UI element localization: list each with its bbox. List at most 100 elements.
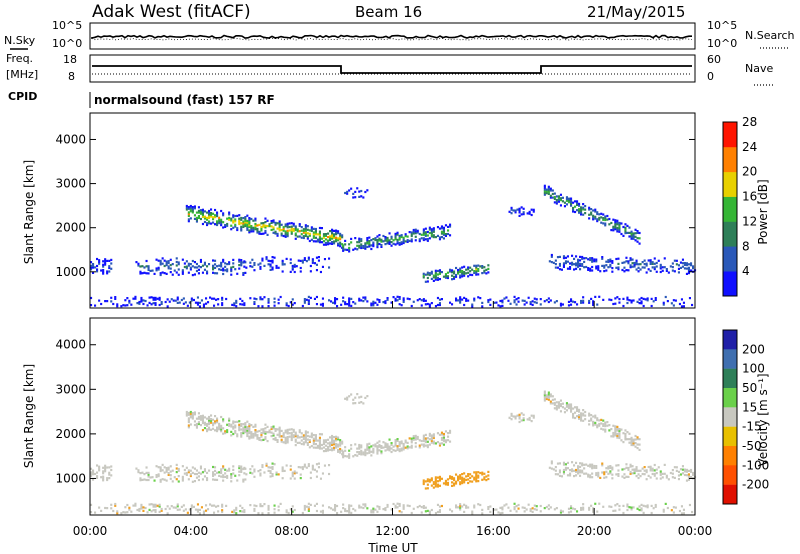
velocity-cell	[617, 469, 620, 472]
power-cell	[649, 269, 652, 272]
velocity-cell	[649, 469, 652, 472]
power-cell	[574, 301, 577, 304]
velocity-cell	[177, 467, 180, 471]
power-cell	[447, 225, 450, 228]
velocity-cell	[300, 442, 303, 446]
power-cell	[197, 211, 200, 214]
velocity-cell	[573, 464, 576, 467]
power-cell	[616, 296, 619, 299]
velocity-cell	[432, 486, 435, 489]
power-cell	[312, 231, 315, 234]
power-cell	[663, 266, 666, 269]
power-cell	[221, 298, 224, 301]
velocity-cell	[547, 391, 550, 394]
power-cell	[294, 225, 297, 228]
power-cell	[242, 224, 245, 227]
power-cell	[187, 264, 190, 267]
colorbar-swatch	[723, 368, 737, 389]
power-data-layer	[90, 184, 697, 308]
velocity-cell	[457, 475, 460, 478]
velocity-cell	[615, 464, 618, 467]
velocity-cell	[209, 503, 212, 506]
velocity-cell	[396, 439, 399, 442]
velocity-cell	[442, 443, 445, 446]
power-cell	[622, 304, 625, 308]
power-cell	[584, 208, 587, 211]
power-cell	[102, 265, 105, 268]
power-cell	[592, 303, 595, 306]
power-cell	[329, 242, 332, 245]
power-cell	[203, 268, 206, 271]
power-cell	[336, 305, 339, 308]
velocity-cell	[551, 395, 554, 398]
power-cell	[320, 227, 323, 230]
power-cell	[592, 209, 595, 212]
power-cell	[626, 296, 629, 299]
velocity-cell	[108, 473, 111, 476]
power-cell	[434, 236, 437, 239]
velocity-cell	[428, 432, 431, 435]
velocity-cell	[691, 510, 694, 514]
velocity-cell	[581, 471, 584, 474]
power-cell	[562, 257, 565, 260]
velocity-cell	[348, 504, 351, 507]
velocity-cell	[185, 472, 188, 475]
power-cell	[481, 266, 484, 269]
velocity-cell	[449, 508, 452, 511]
power-cell	[96, 270, 99, 273]
power-cell	[145, 265, 148, 268]
power-cell	[571, 261, 574, 264]
power-cell	[126, 297, 129, 300]
velocity-cell	[453, 482, 456, 485]
velocity-cell	[376, 447, 379, 450]
power-cell	[518, 214, 521, 217]
power-cell	[241, 299, 244, 303]
velocity-cell	[631, 472, 634, 475]
power-cell	[543, 186, 546, 189]
velocity-cell	[278, 431, 281, 435]
velocity-cell	[318, 443, 321, 446]
power-cell	[366, 238, 369, 241]
velocity-cell	[212, 474, 215, 477]
power-cell	[438, 272, 441, 275]
colorbar-tick-label: 50	[742, 381, 757, 395]
power-cell	[324, 243, 327, 246]
velocity-cell	[685, 470, 688, 473]
power-cell	[444, 276, 447, 279]
power-cell	[654, 298, 657, 301]
power-cell	[98, 259, 101, 262]
power-cell	[307, 302, 310, 305]
velocity-cell	[199, 472, 202, 475]
velocity-cell	[110, 474, 113, 477]
velocity-cell	[291, 505, 294, 508]
velocity-cell	[447, 439, 450, 442]
velocity-cell	[278, 435, 281, 438]
velocity-cell	[264, 427, 267, 430]
velocity-cell	[414, 445, 417, 448]
velocity-cell	[629, 472, 632, 475]
power-cell	[512, 209, 515, 212]
power-cell	[651, 262, 654, 265]
velocity-cell	[487, 507, 490, 510]
velocity-cell	[228, 422, 231, 426]
power-cell	[602, 222, 605, 225]
velocity-cell	[368, 442, 371, 445]
power-cell	[444, 274, 447, 278]
power-cell	[242, 220, 245, 223]
power-cell	[624, 228, 627, 231]
velocity-cell	[296, 436, 299, 439]
power-cell	[234, 220, 237, 223]
velocity-cell	[297, 466, 300, 469]
power-cell	[611, 270, 614, 273]
power-cell	[436, 226, 439, 229]
velocity-cell	[592, 507, 595, 510]
power-cell	[628, 235, 631, 238]
power-cell	[672, 299, 675, 302]
velocity-cell	[154, 510, 157, 513]
velocity-cell	[187, 469, 190, 472]
power-cell	[360, 246, 363, 250]
power-cell	[408, 231, 411, 234]
velocity-cell	[277, 473, 280, 476]
velocity-data-layer	[90, 390, 697, 515]
power-cell	[154, 296, 157, 299]
